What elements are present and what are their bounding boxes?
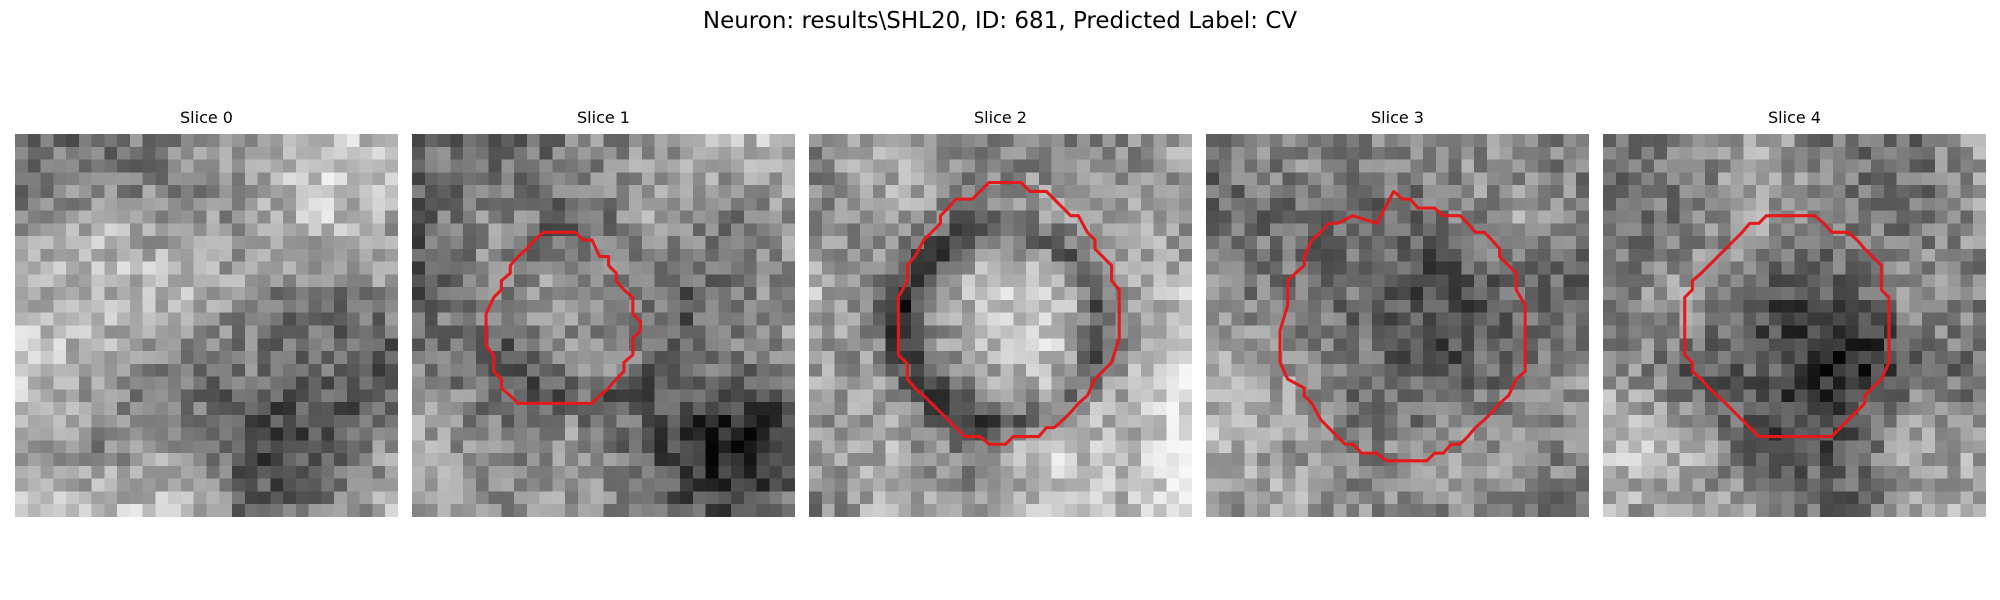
slice-image-2 (809, 134, 1192, 517)
slice-title-4: Slice 4 (1603, 108, 1986, 127)
slice-image-0 (15, 134, 398, 517)
pixel-grid (809, 134, 1192, 517)
slice-title-2: Slice 2 (809, 108, 1192, 127)
slice-image-4 (1603, 134, 1986, 517)
pixel-grid (15, 134, 398, 517)
slice-panel-0: Slice 0 (15, 108, 398, 518)
figure-title: Neuron: results\SHL20, ID: 681, Predicte… (0, 8, 2000, 34)
slice-panel-2: Slice 2 (809, 108, 1192, 518)
slice-title-1: Slice 1 (412, 108, 795, 127)
pixel-grid (412, 134, 795, 517)
slice-image-3 (1206, 134, 1589, 517)
slice-panel-3: Slice 3 (1206, 108, 1589, 518)
slice-panel-4: Slice 4 (1603, 108, 1986, 518)
pixel-grid (1603, 134, 1986, 517)
slice-title-0: Slice 0 (15, 108, 398, 127)
slice-panel-1: Slice 1 (412, 108, 795, 518)
slice-title-3: Slice 3 (1206, 108, 1589, 127)
slice-image-1 (412, 134, 795, 517)
